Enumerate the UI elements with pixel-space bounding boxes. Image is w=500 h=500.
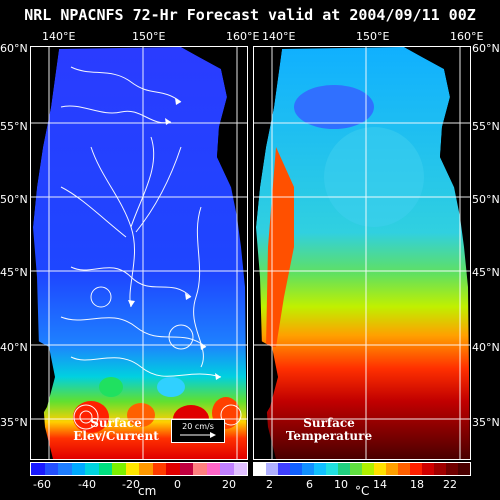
elev-tick-2: -20	[122, 478, 140, 491]
temperature-colorbar	[253, 462, 471, 476]
sst-unit: °C	[355, 484, 370, 498]
elev-swatch-8	[139, 463, 153, 475]
right-panel-label-line1: Surface	[303, 416, 355, 430]
land-east-right	[404, 47, 470, 187]
left-panel-label: Surface Elev/Current	[61, 417, 171, 443]
lat-label-45-right: 45°N	[472, 266, 500, 279]
sst-swatch-12	[398, 463, 410, 475]
page-title: NRL NPACNFS 72-Hr Forecast valid at 2004…	[24, 6, 476, 24]
lon-label-160-right: 160°E	[450, 30, 484, 43]
sst-swatch-7	[338, 463, 350, 475]
land-west-left	[31, 47, 59, 227]
surface-elevation-current-map: Surface Elev/Current 20 cm/s	[30, 46, 248, 460]
land-east-left	[181, 47, 247, 187]
elev-tick-1: -40	[78, 478, 96, 491]
sst-tick-3: 14	[373, 478, 387, 491]
elev-swatch-7	[125, 463, 139, 475]
elev-unit: cm	[138, 484, 157, 498]
elev-swatch-6	[112, 463, 126, 475]
sst-swatch-3	[290, 463, 302, 475]
lat-label-60-right: 60°N	[472, 42, 500, 55]
sst-tick-5: 22	[443, 478, 457, 491]
right-panel-label-line2: Temperature	[285, 429, 373, 443]
elev-swatch-1	[44, 463, 58, 475]
elev-swatch-3	[71, 463, 85, 475]
surface-temperature-map: Surface Temperature	[253, 46, 471, 460]
lat-label-35-right: 35°N	[472, 416, 500, 429]
elev-swatch-9	[152, 463, 166, 475]
sst-swatch-1	[266, 463, 278, 475]
lat-label-55-right: 55°N	[472, 120, 500, 133]
elev-swatch-12	[193, 463, 207, 475]
elev-swatch-15	[233, 463, 247, 475]
lon-label-150-left: 150°E	[132, 30, 166, 43]
sst-swatch-13	[410, 463, 422, 475]
lon-label-160-left: 160°E	[226, 30, 260, 43]
sst-swatch-6	[326, 463, 338, 475]
sst-swatch-2	[278, 463, 290, 475]
elev-tick-4: 20	[222, 478, 236, 491]
elev-swatch-4	[85, 463, 99, 475]
sst-tick-0: 2	[266, 478, 273, 491]
lon-label-140-left: 140°E	[42, 30, 76, 43]
scale-label: 20 cm/s	[182, 422, 214, 431]
left-panel-label-line2: Elev/Current	[73, 429, 159, 443]
lon-label-150-right: 150°E	[356, 30, 390, 43]
sst-swatch-15	[434, 463, 446, 475]
lat-label-40-right: 40°N	[472, 341, 500, 354]
left-panel-label-line1: Surface	[90, 416, 142, 430]
sst-swatch-5	[314, 463, 326, 475]
lat-label-40-left: 40°N	[0, 341, 28, 354]
sst-tick-1: 6	[306, 478, 313, 491]
elev-ocean-field	[33, 47, 247, 459]
lat-label-50-right: 50°N	[472, 193, 500, 206]
sst-swatch-11	[386, 463, 398, 475]
elev-swatch-11	[179, 463, 193, 475]
land-west-right	[254, 47, 282, 227]
lat-label-55-left: 55°N	[0, 120, 28, 133]
elev-swatch-2	[58, 463, 72, 475]
lon-label-140-right: 140°E	[262, 30, 296, 43]
elevation-colorbar	[30, 462, 248, 476]
elev-tick-0: -60	[33, 478, 51, 491]
sst-swatch-4	[302, 463, 314, 475]
sst-tick-2: 10	[334, 478, 348, 491]
sst-tick-4: 18	[410, 478, 424, 491]
sst-ocean-field	[256, 47, 470, 459]
right-panel-label: Surface Temperature	[274, 417, 384, 443]
elev-swatch-13	[206, 463, 220, 475]
sst-swatch-8	[350, 463, 362, 475]
sst-swatch-9	[362, 463, 374, 475]
elev-swatch-14	[220, 463, 234, 475]
lat-label-60-left: 60°N	[0, 42, 28, 55]
elev-swatch-0	[31, 463, 45, 475]
elev-swatch-5	[98, 463, 112, 475]
sst-swatch-10	[374, 463, 386, 475]
elev-tick-3: 0	[174, 478, 181, 491]
sst-swatch-0	[254, 463, 266, 475]
elev-swatch-10	[166, 463, 180, 475]
sst-swatch-14	[422, 463, 434, 475]
sst-swatch-16	[446, 463, 458, 475]
lat-label-50-left: 50°N	[0, 193, 28, 206]
scale-arrow-icon	[180, 432, 216, 438]
lat-label-45-left: 45°N	[0, 266, 28, 279]
sst-swatch-17	[458, 463, 470, 475]
current-scale-box: 20 cm/s	[171, 419, 225, 443]
lat-label-35-left: 35°N	[0, 416, 28, 429]
